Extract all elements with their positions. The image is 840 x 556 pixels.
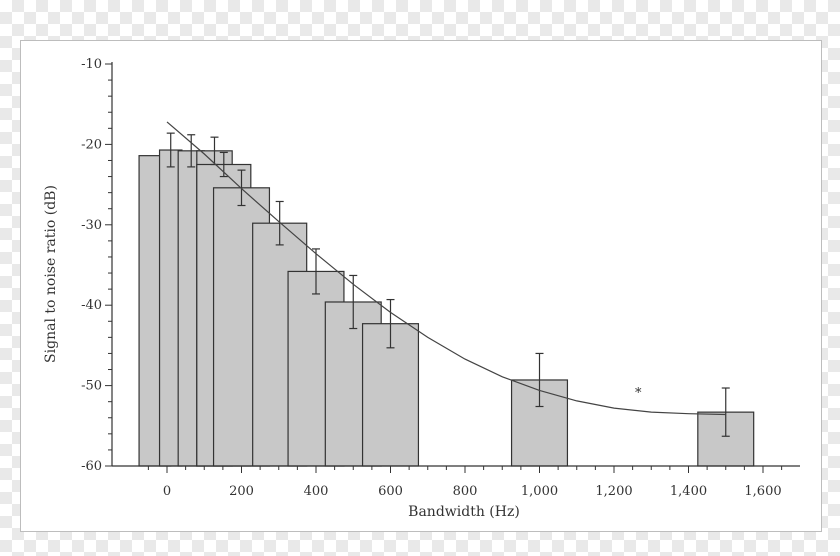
y-tick-label: -50 [81,379,102,394]
y-tick-label: -10 [81,57,102,72]
x-axis-label: Bandwidth (Hz) [408,504,520,520]
x-tick-label: 200 [229,484,254,499]
x-tick-label: 1,400 [670,484,707,499]
y-axis-label: Signal to noise ratio (dB) [43,185,59,363]
annotation-0: * [635,386,642,401]
x-tick-label: 1,000 [521,484,558,499]
x-tick-label: 600 [378,484,403,499]
x-tick-label: 0 [163,484,171,499]
x-tick-label: 800 [453,484,478,499]
fit-curve [166,121,726,416]
x-tick-label: 1,600 [744,484,781,499]
x-tick-label: 400 [304,484,329,499]
y-tick-label: -30 [81,218,102,233]
y-tick-label: -20 [81,137,102,152]
y-tick-label: -40 [81,298,102,313]
y-tick-label: -60 [81,459,102,474]
x-tick-label: 1,200 [595,484,632,499]
